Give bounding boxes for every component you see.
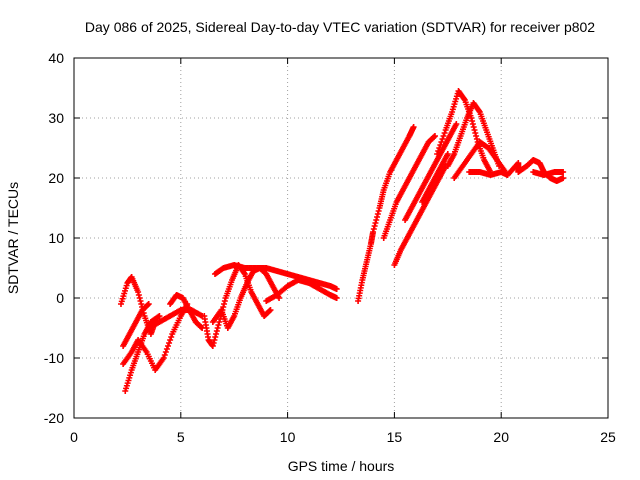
- series-tracks-late: [434, 88, 567, 184]
- data-point: [166, 340, 173, 346]
- data-point: [373, 217, 380, 223]
- data-point: [162, 349, 169, 355]
- data-point: [137, 298, 144, 304]
- data-point: [372, 220, 379, 226]
- data-point: [435, 148, 442, 154]
- y-tick-label: 40: [48, 50, 64, 66]
- data-point: [473, 136, 480, 142]
- data-point: [374, 214, 381, 220]
- data-point: [444, 151, 451, 157]
- data-point: [163, 346, 170, 352]
- x-tick-label: 5: [177, 429, 185, 445]
- data-point: [210, 340, 217, 346]
- data-point: [267, 307, 274, 313]
- x-tick-labels: 0 5 10 15 20 25: [70, 429, 616, 445]
- data-point: [213, 331, 220, 337]
- y-axis-label: SDTVAR / TECUs: [5, 182, 21, 294]
- data-point: [439, 136, 446, 142]
- data-points: [117, 88, 567, 394]
- data-point: [333, 286, 340, 292]
- data-point: [472, 130, 479, 136]
- series-tracks-mid: [201, 262, 340, 349]
- data-point: [471, 127, 478, 133]
- y-tick-label: -10: [44, 350, 64, 366]
- data-point: [469, 118, 476, 124]
- data-point: [470, 124, 477, 130]
- y-tick-label: 0: [56, 290, 64, 306]
- data-point: [214, 325, 221, 331]
- data-point: [212, 334, 219, 340]
- data-point: [434, 151, 441, 157]
- x-tick-label: 10: [280, 429, 296, 445]
- data-point: [333, 295, 340, 301]
- data-point: [161, 352, 168, 358]
- data-point: [461, 95, 468, 102]
- data-point: [211, 337, 218, 343]
- y-tick-label: -20: [44, 410, 64, 426]
- data-point: [135, 289, 142, 295]
- data-point: [437, 142, 444, 148]
- data-point: [164, 343, 171, 349]
- data-point: [440, 133, 447, 139]
- data-point: [209, 343, 216, 349]
- data-point: [371, 223, 378, 229]
- data-point: [560, 169, 567, 175]
- data-point: [135, 292, 142, 298]
- data-point: [560, 175, 567, 181]
- y-tick-label: 30: [48, 110, 64, 126]
- data-point: [441, 130, 448, 136]
- series-tracks-early: [117, 274, 206, 394]
- data-point: [453, 121, 460, 127]
- data-point: [160, 355, 167, 361]
- series-tracks-rise: [355, 121, 460, 304]
- data-point: [138, 301, 145, 307]
- data-point: [469, 121, 476, 127]
- y-tick-label: 20: [48, 170, 64, 186]
- x-axis-label: GPS time / hours: [288, 458, 395, 474]
- data-point: [241, 269, 248, 276]
- x-tick-label: 20: [493, 429, 509, 445]
- data-point: [221, 301, 228, 307]
- x-tick-label: 25: [600, 429, 616, 445]
- x-tick-label: 15: [387, 429, 403, 445]
- data-point: [216, 319, 223, 325]
- data-point: [145, 301, 152, 307]
- axis-ticks: [73, 57, 609, 419]
- data-point: [168, 334, 175, 340]
- data-point: [370, 226, 377, 232]
- data-point: [436, 145, 443, 151]
- y-tick-labels: -20 -10 0 10 20 30 40: [44, 50, 64, 426]
- chart-title: Day 086 of 2025, Sidereal Day-to-day VTE…: [85, 19, 595, 35]
- data-point: [431, 133, 438, 139]
- data-point: [156, 313, 163, 319]
- data-point: [476, 107, 483, 114]
- data-point: [221, 298, 228, 304]
- data-point: [473, 133, 480, 139]
- data-point: [136, 295, 143, 301]
- data-point: [213, 328, 220, 334]
- y-tick-label: 10: [48, 230, 64, 246]
- data-point: [370, 229, 377, 235]
- data-point: [167, 337, 174, 343]
- data-point: [375, 208, 382, 214]
- data-point: [215, 322, 222, 328]
- data-point: [410, 124, 417, 130]
- data-point: [438, 139, 445, 145]
- x-tick-label: 0: [70, 429, 78, 445]
- data-point: [374, 211, 381, 217]
